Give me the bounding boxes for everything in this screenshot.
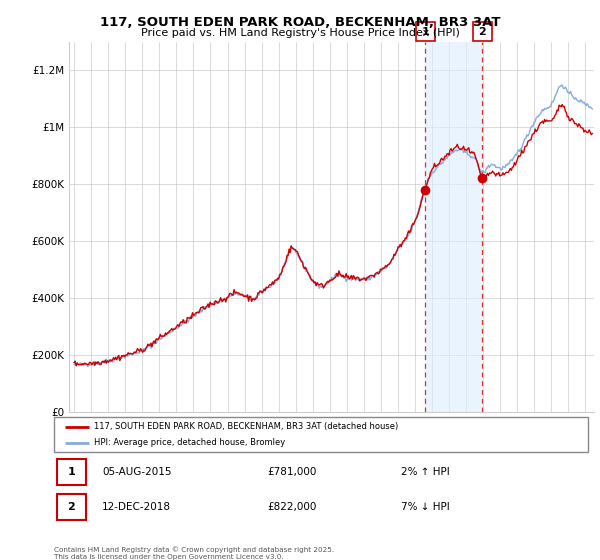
Text: £822,000: £822,000 (268, 502, 317, 512)
Text: HPI: Average price, detached house, Bromley: HPI: Average price, detached house, Brom… (94, 438, 286, 447)
Text: 2: 2 (478, 27, 486, 37)
Text: 117, SOUTH EDEN PARK ROAD, BECKENHAM, BR3 3AT: 117, SOUTH EDEN PARK ROAD, BECKENHAM, BR… (100, 16, 500, 29)
Text: 2: 2 (67, 502, 75, 512)
FancyBboxPatch shape (54, 417, 588, 452)
FancyBboxPatch shape (56, 459, 86, 485)
FancyBboxPatch shape (56, 494, 86, 520)
Text: 1: 1 (67, 467, 75, 477)
Text: 2% ↑ HPI: 2% ↑ HPI (401, 467, 450, 477)
FancyBboxPatch shape (473, 22, 492, 41)
Text: Price paid vs. HM Land Registry's House Price Index (HPI): Price paid vs. HM Land Registry's House … (140, 28, 460, 38)
FancyBboxPatch shape (416, 22, 435, 41)
Text: 05-AUG-2015: 05-AUG-2015 (102, 467, 172, 477)
Bar (425, 42, 482, 412)
Text: 117, SOUTH EDEN PARK ROAD, BECKENHAM, BR3 3AT (detached house): 117, SOUTH EDEN PARK ROAD, BECKENHAM, BR… (94, 422, 398, 431)
Text: 7% ↓ HPI: 7% ↓ HPI (401, 502, 450, 512)
Text: £781,000: £781,000 (268, 467, 317, 477)
Text: Contains HM Land Registry data © Crown copyright and database right 2025.
This d: Contains HM Land Registry data © Crown c… (54, 546, 334, 559)
Text: 12-DEC-2018: 12-DEC-2018 (102, 502, 171, 512)
Text: 1: 1 (421, 27, 429, 37)
